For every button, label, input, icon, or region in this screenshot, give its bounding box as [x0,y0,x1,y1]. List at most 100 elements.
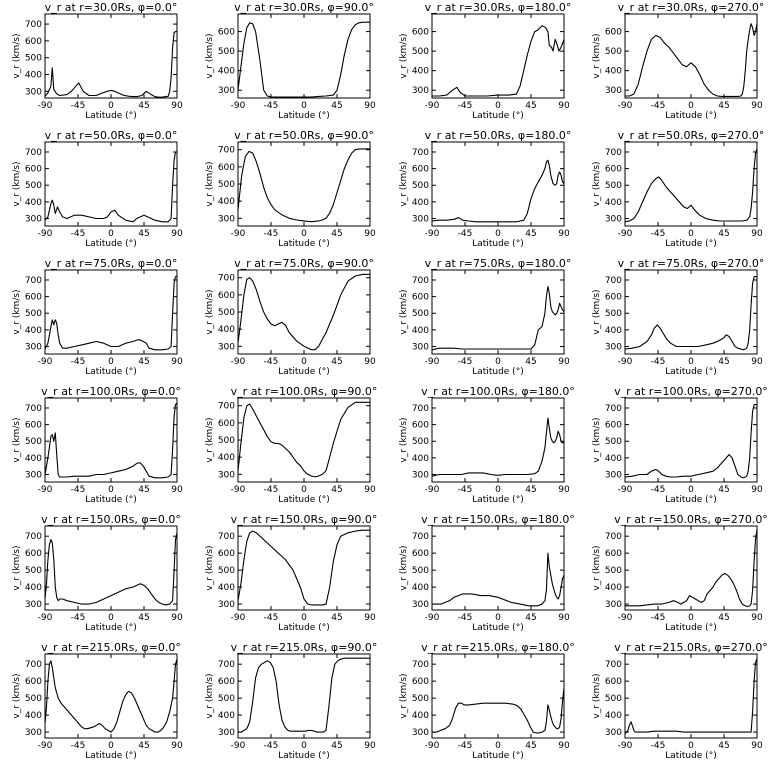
series-line [44,276,177,351]
x-axis-label: Latitude (°) [472,111,523,121]
y-tick-label: 700 [412,660,429,670]
x-tick-label: -90 [618,485,633,495]
x-tick-label: -45 [458,741,473,751]
y-tick-label: 400 [218,453,235,463]
y-tick-label: 500 [25,566,42,576]
x-tick-label: -90 [231,485,246,495]
y-tick-label: 500 [412,309,429,319]
y-axis-label: v_r (km/s) [205,161,215,206]
series-line [625,23,758,97]
y-tick-label: 400 [25,70,42,80]
x-tick-label: -90 [618,229,633,239]
plot-frame [431,269,565,355]
panel-title: v_r at r=100.0Rs, φ=0.0° [41,385,181,398]
y-axis-label: v_r (km/s) [205,33,215,78]
y-tick-label: 600 [412,28,429,38]
y-tick-label: 300 [25,215,42,225]
y-axis-label: v_r (km/s) [592,289,602,334]
y-tick-label: 400 [218,583,235,593]
y-tick-label: 400 [218,197,235,207]
x-tick-label: 45 [138,101,149,111]
y-tick-label: 400 [412,67,429,77]
y-tick-label: 400 [25,583,42,593]
y-tick-label: 600 [25,549,42,559]
x-tick-label: 0 [108,357,114,367]
x-tick-label: 45 [718,741,729,751]
y-axis-label: v_r (km/s) [399,673,409,718]
y-tick-label: 500 [605,566,622,576]
x-tick-label: 0 [495,229,501,239]
series-line [237,401,370,478]
panel-title: v_r at r=75.0Rs, φ=0.0° [45,257,178,270]
x-tick-label: 90 [364,485,376,495]
x-tick-label: 45 [718,229,729,239]
y-tick-label: 700 [25,276,42,286]
y-tick-label: 700 [25,20,42,30]
x-tick-label: -45 [71,101,86,111]
y-tick-label: 300 [605,600,622,610]
plot-frame [44,269,178,355]
y-tick-label: 500 [605,309,622,319]
x-tick-label: 45 [718,485,729,495]
x-axis-label: Latitude (°) [472,367,523,377]
y-axis-label: v_r (km/s) [12,161,22,206]
x-tick-label: 90 [171,101,183,111]
series-line [44,402,178,479]
x-axis-label: Latitude (°) [85,751,136,761]
x-axis-label: Latitude (°) [85,239,136,249]
y-tick-label: 500 [218,180,235,190]
y-tick-label: 600 [25,37,42,47]
x-tick-label: 90 [364,229,376,239]
x-tick-label: -90 [618,741,633,751]
y-tick-label: 300 [218,86,235,96]
y-tick-label: 300 [25,600,42,610]
x-tick-label: 0 [301,485,307,495]
series-line [432,687,565,734]
y-tick-label: 700 [605,148,622,158]
x-tick-label: 90 [751,229,763,239]
series-line [237,529,370,606]
x-axis-label: Latitude (°) [665,495,716,505]
chart-panel-11: v_r at r=75.0Rs, φ=180.0° -90 -45 0 45 90 300 4… [399,257,571,377]
chart-panel-24: v_r at r=215.0Rs, φ=270.0° -90 -45 0 45 90 300… [592,641,768,761]
y-tick-label: 500 [25,181,42,191]
series-line [624,404,757,479]
chart-panel-19: v_r at r=150.0Rs, φ=180.0° -90 -45 0 45 90 300… [399,513,575,633]
x-tick-label: 45 [331,485,342,495]
x-axis-label: Latitude (°) [278,495,329,505]
chart-panel-20: v_r at r=150.0Rs, φ=270.0° -90 -45 0 45 90 300… [592,513,768,633]
x-tick-label: 90 [751,741,763,751]
series-line [625,529,758,608]
y-axis-label: v_r (km/s) [592,673,602,718]
x-tick-label: -45 [651,741,666,751]
x-tick-label: -45 [458,357,473,367]
y-tick-label: 400 [412,454,429,464]
series-line [432,552,565,607]
plot-frame [44,141,178,227]
series-line [237,21,370,98]
y-tick-label: 400 [605,711,622,721]
plot-frame [624,269,758,355]
y-axis-label: v_r (km/s) [205,289,215,334]
y-tick-label: 500 [605,437,622,447]
x-tick-label: -45 [264,485,279,495]
y-tick-label: 400 [218,711,235,721]
x-tick-label: 0 [108,613,114,623]
panel-title: v_r at r=150.0Rs, φ=0.0° [41,513,181,526]
y-axis-label: v_r (km/s) [399,161,409,206]
x-tick-label: 45 [138,229,149,239]
x-axis-label: Latitude (°) [472,239,523,249]
y-tick-label: 600 [25,165,42,175]
y-tick-label: 300 [412,86,429,96]
x-tick-label: -90 [38,229,53,239]
plot-frame [624,141,758,227]
x-tick-label: 90 [751,357,763,367]
chart-panel-2: v_r at r=30.0Rs, φ=90.0° -90 -45 0 45 90 300 40… [205,1,376,121]
chart-panel-13: v_r at r=100.0Rs, φ=0.0° -90 -45 0 45 90 300 40… [12,385,183,505]
y-axis-label: v_r (km/s) [399,33,409,78]
x-tick-label: -45 [458,485,473,495]
y-tick-label: 600 [412,421,429,431]
x-tick-label: -90 [618,613,633,623]
x-tick-label: 90 [171,357,183,367]
y-tick-label: 700 [218,532,235,542]
